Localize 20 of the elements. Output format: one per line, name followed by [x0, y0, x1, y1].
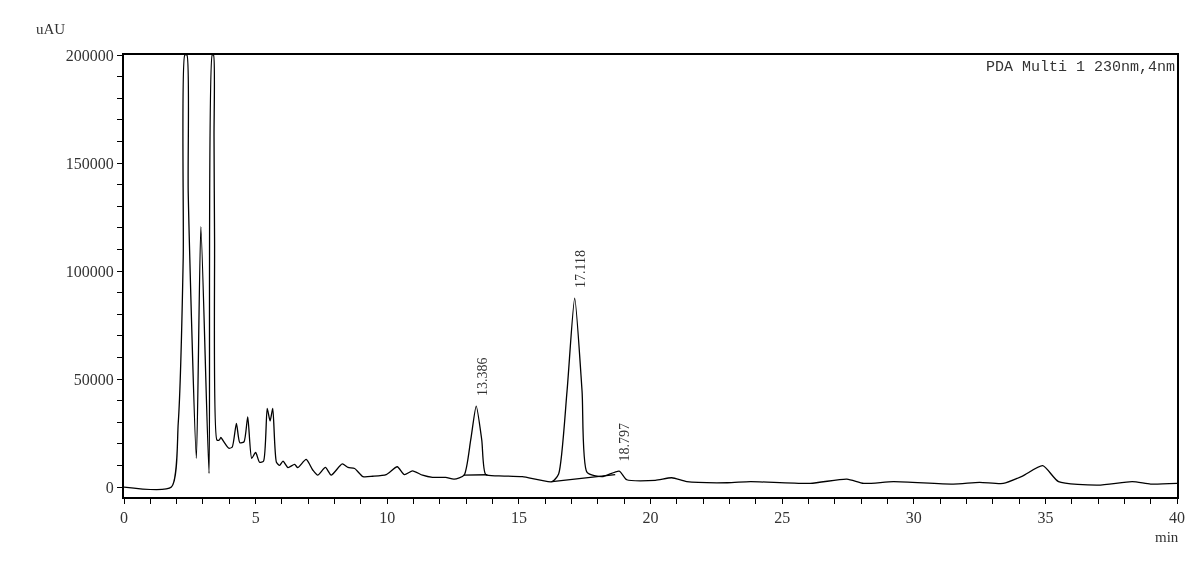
y-tick-label: 0: [105, 478, 114, 496]
y-tick-label: 150000: [65, 154, 114, 172]
x-tick-label: 40: [1169, 509, 1185, 527]
y-tick-label: 200000: [65, 46, 114, 64]
annotation: 13.386: [474, 357, 490, 396]
x-tick-label: 30: [905, 509, 922, 527]
y-tick-label: 100000: [65, 262, 114, 280]
x-axis-title: min: [1155, 529, 1179, 545]
x-tick-label: 0: [120, 509, 128, 527]
x-tick-label: 5: [251, 509, 260, 527]
x-tick-label: 35: [1037, 509, 1054, 527]
y-tick-label: 50000: [73, 370, 114, 388]
x-tick-label: 25: [774, 509, 791, 527]
annotation: 17.118: [573, 249, 589, 288]
x-tick-label: 15: [510, 509, 527, 527]
x-tick-label: 10: [379, 509, 396, 527]
annotation: 18.797: [617, 422, 633, 462]
x-tick-label: 20: [642, 509, 659, 527]
annotation: PDA Multi 1 230nm,4nm: [986, 59, 1176, 76]
y-axis-title: uAU: [36, 21, 66, 37]
